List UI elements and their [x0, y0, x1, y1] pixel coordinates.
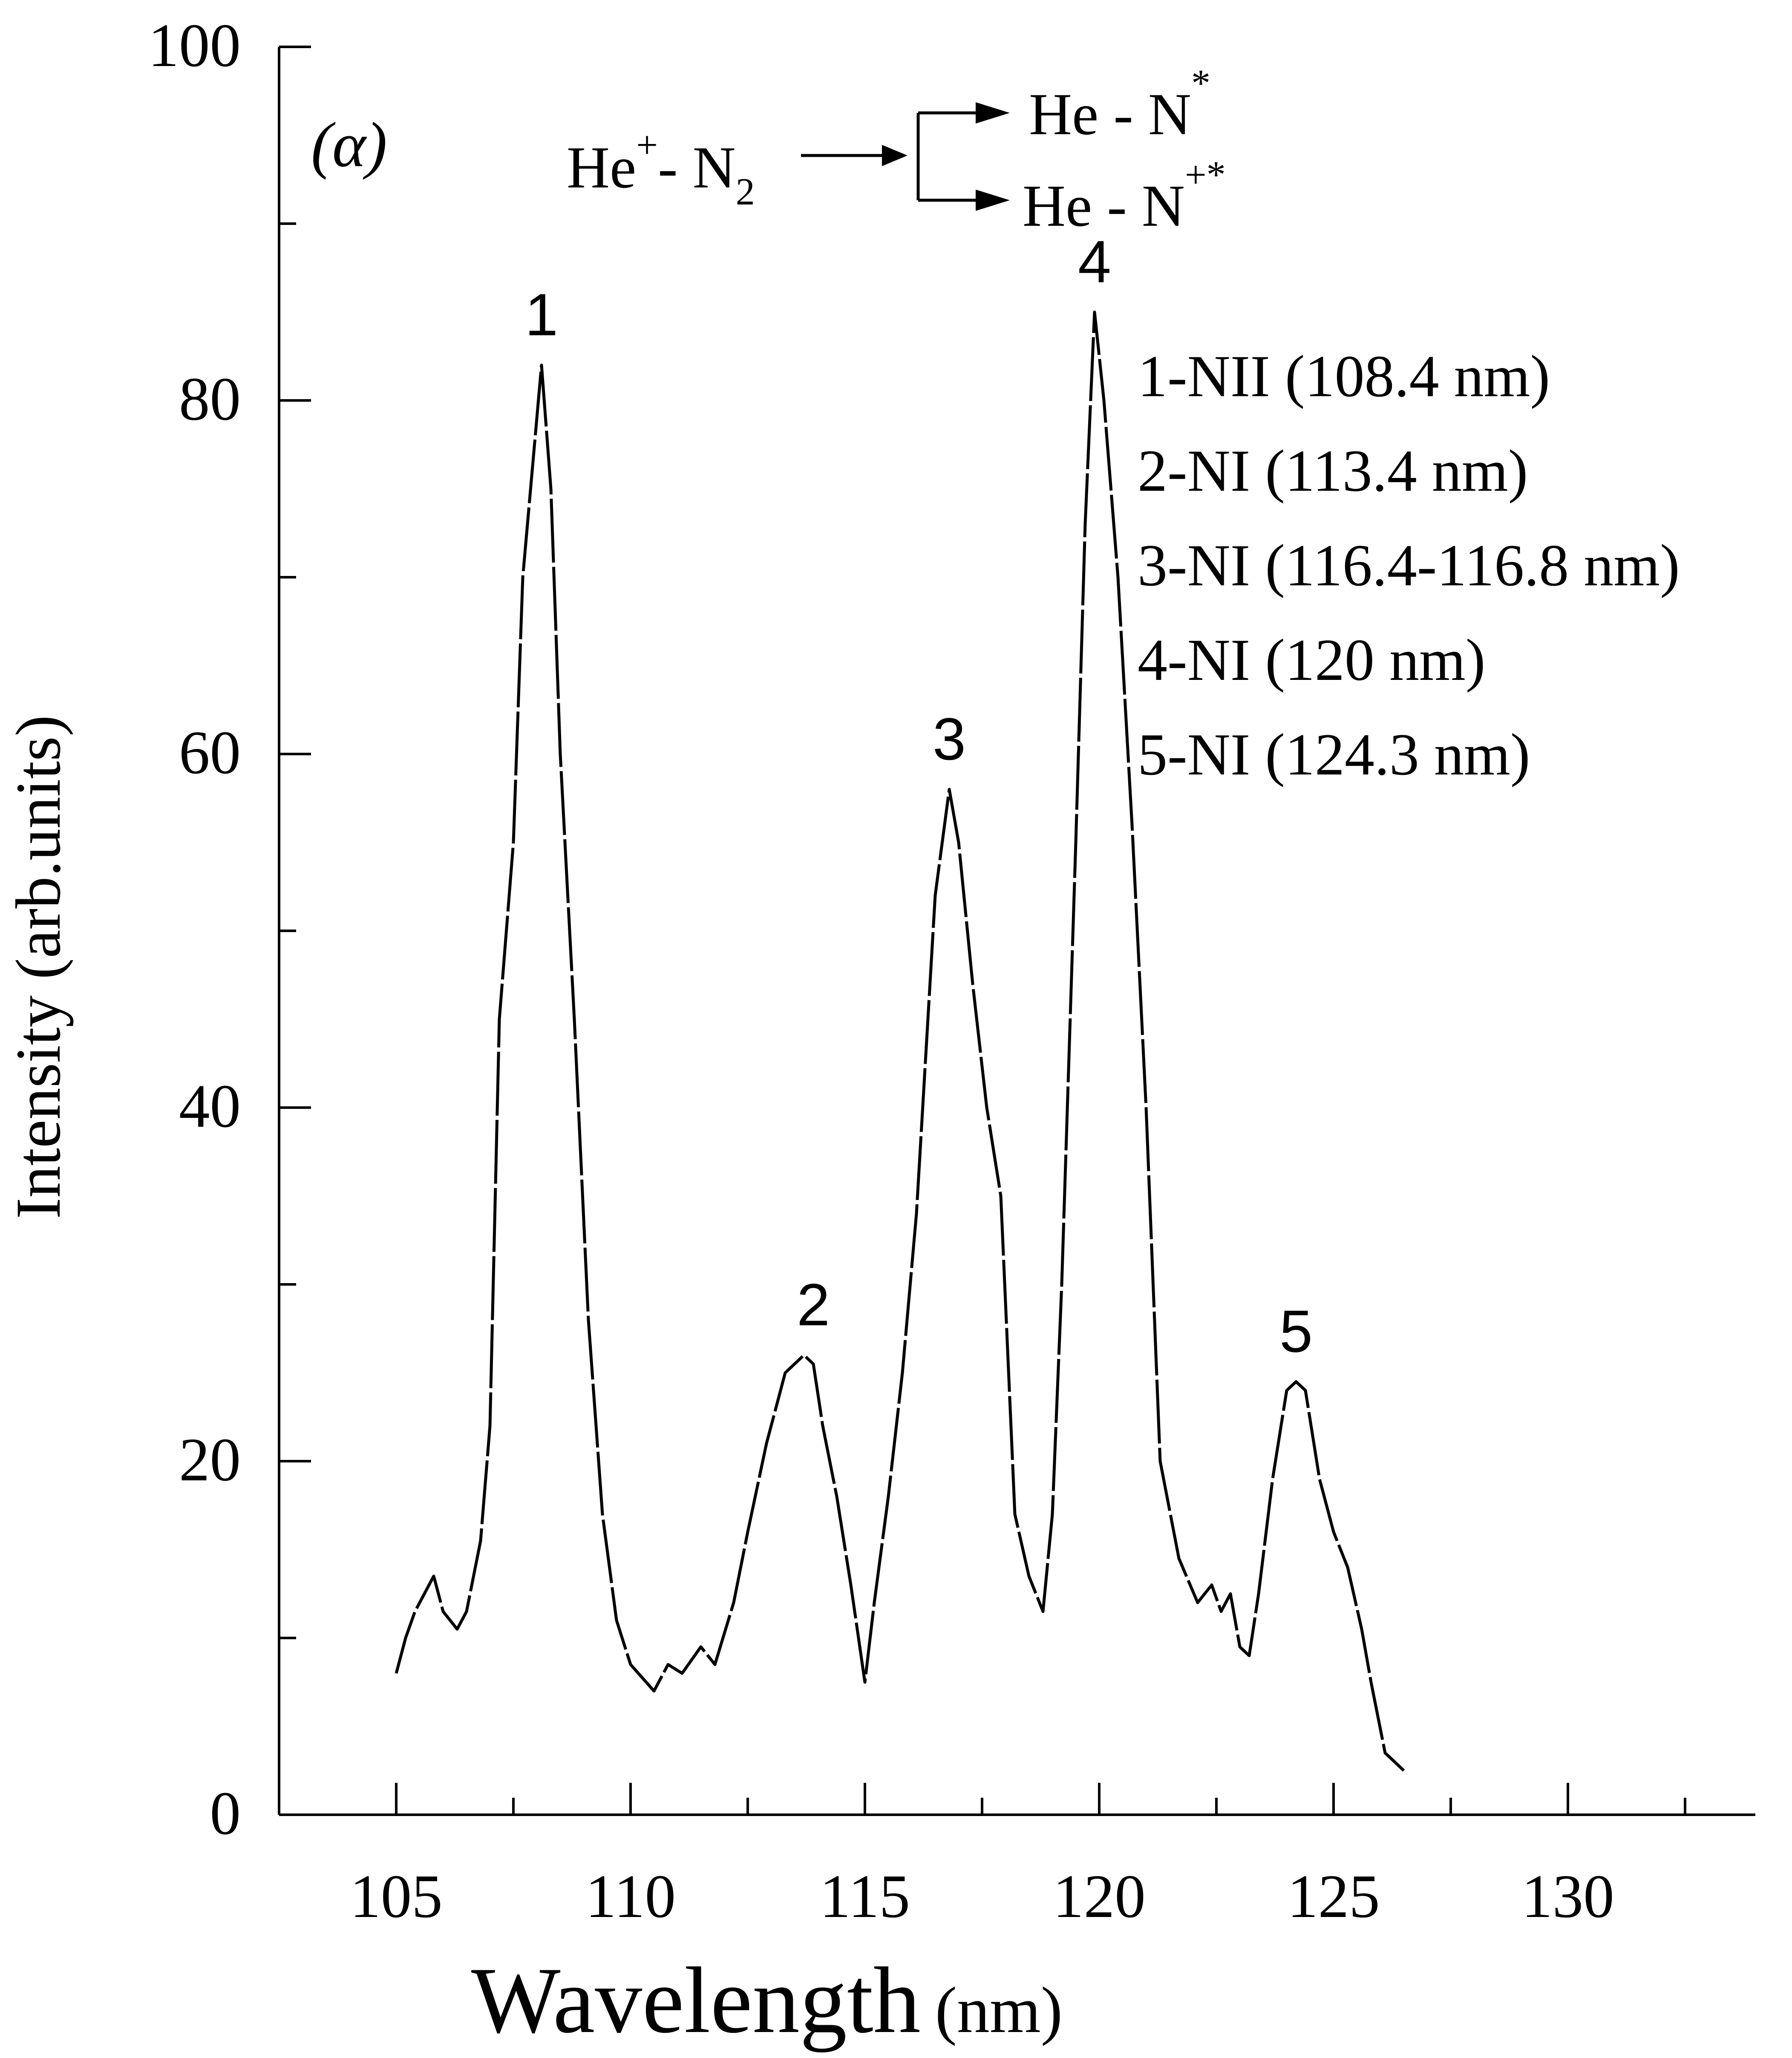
x-tick-label: 120: [1053, 1862, 1146, 1931]
product-2-base: He - N: [1023, 173, 1185, 239]
x-ticks: 105 110 115 120 125 130: [350, 1783, 1686, 1931]
legend-entry: 1-NII (108.4 nm): [1138, 343, 1550, 409]
peak-labels: 1 2 3 4 5: [525, 228, 1313, 1365]
peak-label: 3: [933, 705, 966, 772]
reactant-subscript: 2: [736, 171, 755, 213]
y-tick-label: 80: [179, 365, 241, 433]
legend-entry: 3-NI (116.4-116.8 nm): [1138, 532, 1680, 599]
x-axis-label: Wavelength: [471, 1948, 921, 2053]
peak-label: 2: [797, 1271, 830, 1338]
product-1-superscript: *: [1191, 62, 1210, 104]
peak-label: 4: [1078, 228, 1111, 295]
x-tick-label: 130: [1521, 1862, 1614, 1931]
product-1-label: He - N*: [1029, 62, 1210, 147]
x-axis-unit: (nm): [935, 1974, 1063, 2046]
legend-entry: 4-NI (120 nm): [1138, 627, 1485, 693]
reactant-charge: +: [636, 124, 658, 166]
x-tick-label: 105: [350, 1862, 443, 1931]
y-tick-label: 60: [179, 719, 241, 787]
y-tick-label: 20: [179, 1426, 241, 1494]
product-1-base: He - N: [1029, 81, 1191, 147]
y-ticks: 0 20 40 60 80 100: [148, 12, 311, 1848]
y-tick-label: 0: [210, 1779, 241, 1848]
x-tick-label: 125: [1287, 1862, 1380, 1931]
y-axis-title: Intensity (arb.units): [3, 715, 74, 1219]
series-group: [395, 311, 1405, 1772]
y-tick-label: 100: [148, 12, 241, 80]
peak-label: 1: [525, 281, 558, 348]
x-tick-label: 115: [820, 1862, 910, 1931]
legend-entry: 2-NI (113.4 nm): [1138, 438, 1528, 504]
lower-arrow-head: [976, 190, 1010, 211]
spectrum-line: [395, 311, 1405, 1772]
reactant-label: He+- N2: [567, 124, 755, 213]
x-axis-title: Wavelength (nm): [471, 1948, 1063, 2053]
product-2-label: He - N+*: [1023, 154, 1226, 239]
panel-label: (α): [311, 109, 387, 180]
reactant-base: He: [567, 135, 636, 201]
legend: 1-NII (108.4 nm) 2-NI (113.4 nm) 3-NI (116…: [1138, 343, 1680, 788]
product-2-superscript: +*: [1185, 154, 1226, 196]
y-tick-label: 40: [179, 1072, 241, 1140]
legend-entry: 5-NI (124.3 nm): [1138, 722, 1530, 788]
reactant-rest: - N: [658, 135, 736, 201]
main-arrow-head: [882, 145, 908, 166]
axes: [278, 47, 1755, 1816]
reaction-scheme: He+- N2 He - N* He - N+*: [567, 62, 1226, 239]
peak-label: 5: [1279, 1298, 1313, 1364]
x-tick-label: 110: [585, 1862, 676, 1931]
upper-arrow-head: [976, 102, 1010, 124]
